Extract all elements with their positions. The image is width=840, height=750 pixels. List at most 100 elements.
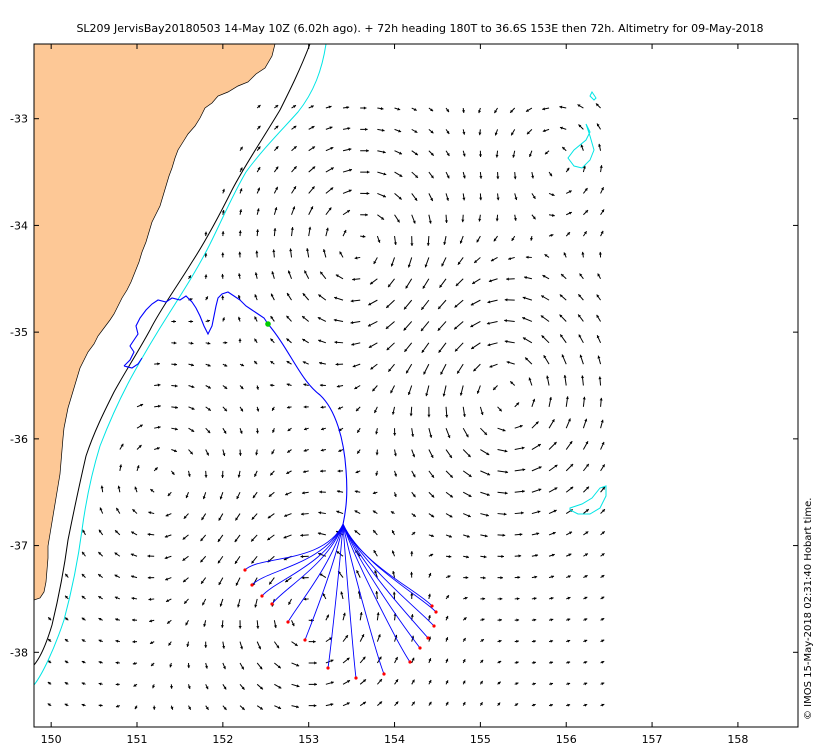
current-vector-head	[512, 154, 516, 158]
current-vector-head	[415, 174, 418, 178]
current-vector-head	[506, 360, 510, 364]
x-tick-label: 157	[642, 733, 663, 746]
current-vector-head	[182, 557, 186, 561]
current-vector-head	[430, 108, 434, 112]
current-vector-head	[183, 579, 187, 583]
current-vector-head	[372, 510, 376, 514]
current-vector-head	[314, 682, 317, 686]
current-vector-head	[223, 430, 227, 434]
current-vector-head	[437, 327, 441, 331]
current-vector-head	[329, 126, 333, 130]
current-vector-head	[365, 213, 368, 217]
current-vector-head	[377, 239, 381, 243]
current-vector-head	[98, 617, 102, 621]
current-vector-head	[516, 597, 520, 601]
current-vector-head	[152, 707, 156, 710]
current-vector-head	[303, 383, 307, 387]
current-vector-head	[222, 317, 225, 321]
current-vector-head	[301, 491, 305, 495]
current-vector-head	[500, 576, 503, 580]
current-vector-head	[187, 473, 191, 477]
current-vector-head	[379, 701, 383, 705]
current-vector-head	[270, 472, 274, 476]
current-vector-head	[251, 538, 255, 542]
current-vector-head	[519, 424, 523, 428]
current-vector-head	[585, 441, 589, 445]
current-vector-head	[366, 170, 370, 174]
current-vector-head	[517, 575, 521, 579]
current-vector-head	[412, 474, 416, 478]
current-vector-head	[317, 532, 321, 536]
current-vector-head	[386, 347, 390, 351]
current-vector-head	[370, 281, 374, 285]
current-vector-head	[489, 364, 493, 368]
current-vector-head	[601, 464, 605, 468]
current-vector-head	[421, 349, 425, 353]
forecast-trajectory	[342, 524, 411, 663]
current-vector-head	[354, 256, 358, 260]
x-tick-label: 150	[41, 733, 62, 746]
current-vector-head	[581, 375, 585, 379]
forecast-endpoint	[408, 660, 412, 664]
current-vector-head	[537, 510, 541, 514]
current-vector-head	[333, 318, 337, 322]
current-vector-head	[540, 315, 544, 319]
current-vector-head	[567, 618, 571, 622]
current-vector-head	[346, 105, 350, 110]
y-tick-label: -36	[10, 433, 28, 446]
current-vector-head	[318, 511, 322, 515]
current-vector-head	[254, 604, 258, 608]
current-vector-head	[506, 277, 509, 281]
current-vector-head	[270, 361, 274, 364]
current-vector-head	[296, 663, 300, 667]
current-vector-head	[241, 706, 245, 710]
current-vector-head	[499, 597, 503, 601]
current-vector-head	[600, 419, 604, 423]
current-vector-head	[148, 597, 152, 601]
current-vector-head	[313, 704, 317, 708]
current-vector-head	[217, 560, 221, 564]
current-vector-head	[254, 294, 258, 298]
current-vector-head	[240, 646, 244, 650]
current-vector-head	[599, 165, 603, 168]
current-vector-head	[585, 463, 589, 467]
current-vector-head	[383, 172, 387, 176]
current-vector-head	[132, 618, 135, 622]
current-vector-head	[496, 176, 500, 180]
current-vector-head	[395, 679, 399, 683]
current-vector-head	[311, 126, 315, 129]
current-vector-head	[528, 377, 532, 381]
current-vector-head	[473, 368, 477, 372]
current-vector-head	[464, 596, 468, 600]
current-vector-head	[443, 242, 447, 245]
current-vector-head	[99, 507, 103, 511]
current-vector-head	[339, 251, 343, 255]
forecast-trajectory	[244, 524, 344, 571]
current-vector-head	[599, 397, 603, 401]
current-vector-head	[445, 615, 449, 619]
current-vector-head	[350, 299, 354, 303]
current-vector-head	[567, 703, 571, 707]
current-vector-head	[582, 396, 586, 400]
current-vector-head	[361, 634, 365, 638]
current-vector-head	[584, 188, 588, 192]
current-vector-head	[480, 659, 484, 663]
current-vector-head	[601, 531, 605, 535]
current-vector-head	[466, 555, 469, 559]
current-vector-head	[421, 306, 425, 310]
current-vector-head	[554, 464, 558, 468]
current-vector-head	[81, 595, 85, 599]
current-vector-head	[222, 645, 226, 649]
current-vector-head	[498, 660, 502, 664]
current-vector-head	[114, 574, 118, 578]
current-vector-head	[526, 108, 530, 112]
current-vector-head	[578, 334, 582, 338]
current-vector-head	[318, 294, 322, 298]
current-vector-head	[363, 679, 366, 683]
current-vector-head	[411, 701, 415, 705]
current-vector-head	[474, 260, 478, 263]
current-vector-head	[302, 293, 306, 297]
current-vector-head	[115, 661, 119, 665]
current-vector-head	[48, 617, 52, 621]
current-vector-head	[234, 539, 238, 543]
